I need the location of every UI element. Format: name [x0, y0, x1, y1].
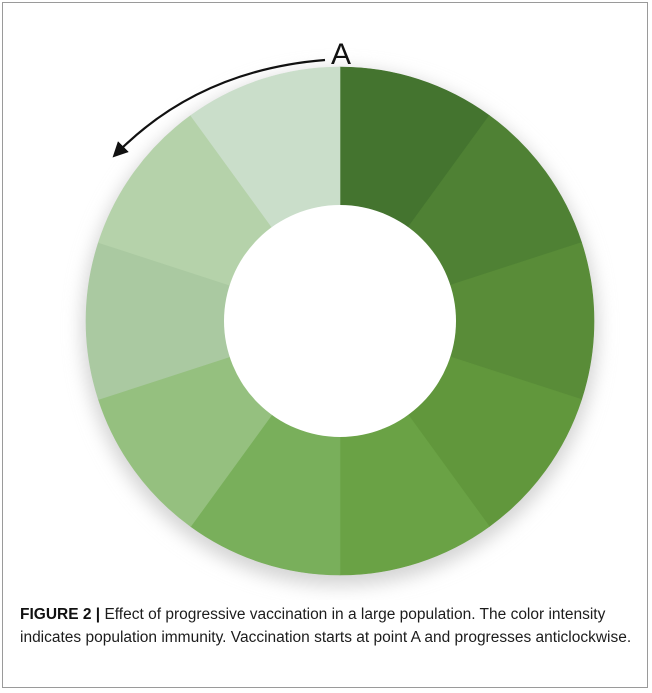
caption-text: Effect of progressive vaccination in a l… [20, 606, 632, 646]
ring-segment-8 [85, 242, 341, 400]
figure-caption: FIGURE 2 | Effect of progressive vaccina… [20, 603, 632, 649]
anticlockwise-arrow [112, 58, 326, 158]
point-a-label: A [331, 38, 351, 71]
vaccination-ring-diagram: A [82, 38, 598, 586]
ring-segment-3 [339, 242, 595, 400]
ring-center-hole [224, 205, 456, 437]
caption-figure-number: FIGURE 2 | [20, 606, 101, 623]
